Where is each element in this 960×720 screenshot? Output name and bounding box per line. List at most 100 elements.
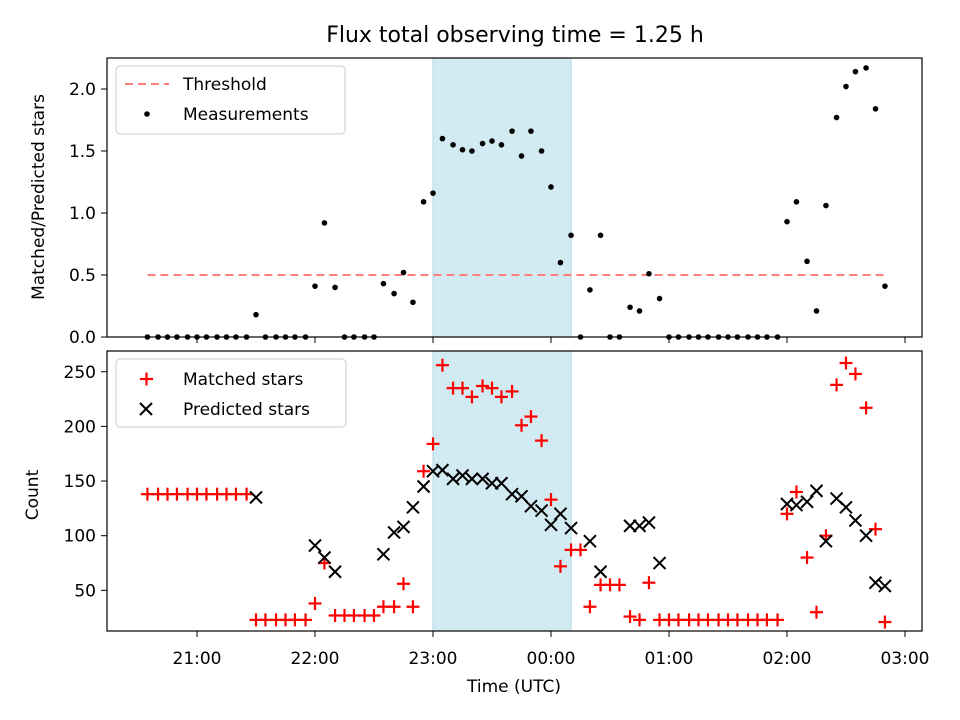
predicted-stars-point	[494, 476, 509, 490]
matched-stars-point	[417, 464, 431, 478]
matched-stars-point	[299, 613, 313, 627]
measurement-point	[469, 148, 475, 154]
measurement-point	[813, 308, 820, 314]
predicted-stars-point	[878, 579, 892, 593]
matched-stars-point	[780, 507, 794, 521]
matched-stars-point	[859, 401, 873, 415]
predicted-stars-point	[534, 503, 549, 518]
predicted-stars-point	[593, 565, 608, 579]
matched-stars-point	[387, 600, 401, 614]
measurement-point	[518, 153, 525, 159]
predicted-stars-point	[376, 547, 391, 561]
predicted-stars-point	[475, 472, 490, 486]
measurement-point	[420, 199, 427, 205]
predicted-stars-point	[446, 472, 460, 486]
y-tick-label: 0.0	[69, 328, 96, 348]
predicted-stars-point	[435, 463, 450, 477]
measurement-point	[430, 190, 436, 196]
matched-stars-point	[456, 381, 469, 395]
matched-stars-point	[544, 493, 558, 507]
measurement-point	[253, 311, 259, 318]
predicted-stars-point	[632, 519, 647, 533]
y-axis-label: Matched/Predicted stars	[29, 94, 49, 300]
matched-stars-point	[494, 390, 508, 404]
predicted-stars-point	[564, 521, 578, 535]
measurement-point	[872, 106, 879, 112]
measurement-point	[852, 68, 859, 75]
count-panel: 50 100 150 200 250 21:00 22:00 23:00 00:00 01:00 0…	[23, 350, 930, 697]
predicted-stars-point	[524, 499, 538, 513]
measurement-point	[557, 259, 564, 266]
matched-stars-point	[240, 487, 254, 501]
y-tick-label: 150	[64, 472, 96, 492]
predicted-stars-point	[387, 525, 401, 540]
matched-stars-legend-swatch	[140, 372, 153, 386]
measurement-point	[509, 128, 515, 134]
predicted-stars-point	[848, 513, 863, 528]
matched-stars-point	[623, 610, 637, 624]
ratio-panel: 0.00.51.01.52.0 Matched/Predicted stars …	[29, 57, 923, 348]
observing-window-shade	[433, 58, 572, 337]
x-tick-label: 22:00	[291, 649, 340, 669]
predicted-stars-point	[868, 575, 883, 590]
y-tick-label: 50	[74, 581, 96, 601]
predicted-stars-point	[455, 468, 470, 483]
legend-label: Predicted stars	[183, 400, 310, 420]
predicted-stars-point	[544, 518, 558, 532]
measurement-point	[656, 295, 663, 302]
matched-stars-point	[465, 390, 479, 404]
measurement-point	[498, 142, 505, 148]
x-tick-label: 03:00	[881, 649, 930, 669]
legend-label: Threshold	[182, 75, 267, 95]
matched-stars-point	[642, 576, 656, 590]
measurement-point	[410, 299, 416, 306]
legend: Matched stars Predicted stars	[115, 358, 347, 428]
measurement-point	[450, 142, 456, 148]
predicted-stars-legend-swatch	[139, 402, 153, 416]
predicted-stars-point	[406, 500, 420, 514]
measurement-point	[538, 148, 545, 154]
matched-stars-point	[771, 613, 785, 627]
measurement-point	[459, 146, 466, 153]
measurement-point	[568, 232, 574, 239]
predicted-stars-point	[416, 479, 431, 494]
plot-frame	[106, 57, 923, 338]
y-axis-label: Count	[23, 469, 43, 520]
measurement-point	[804, 258, 810, 265]
predicted-stars-point	[583, 534, 597, 548]
legend: Threshold Measurements	[115, 65, 346, 135]
y-tick-label: 100	[64, 527, 96, 547]
legend-label: Measurements	[183, 105, 309, 125]
matched-stars-point	[524, 410, 538, 424]
measurement-point	[843, 83, 849, 90]
x-tick-label: 01:00	[645, 649, 694, 669]
matched-stars-point	[810, 605, 823, 619]
measurement-point	[391, 290, 397, 297]
matched-stars-point	[515, 418, 528, 432]
matched-stars-point	[406, 600, 420, 614]
matched-stars-point	[505, 384, 519, 398]
matched-stars-point	[308, 596, 322, 610]
y-tick-label: 200	[64, 417, 96, 437]
measurement-point	[528, 128, 534, 134]
measurement-point	[321, 220, 328, 226]
measurement-point	[587, 287, 593, 293]
chart-title: Flux total observing time = 1.25 h	[326, 23, 704, 48]
measurement-point	[380, 280, 387, 287]
measurement-point	[646, 270, 652, 277]
predicted-stars-point	[642, 515, 656, 530]
matched-stars-point	[789, 485, 803, 499]
predicted-stars-point	[839, 500, 853, 514]
matched-stars-point	[848, 367, 862, 381]
matched-stars-point	[435, 358, 449, 372]
predicted-stars-point	[652, 556, 667, 570]
measurement-point	[833, 114, 840, 121]
predicted-stars-point	[623, 519, 637, 533]
matched-stars-point	[633, 613, 646, 627]
predicted-stars-point	[328, 565, 342, 579]
x-tick-label: 21:00	[173, 649, 222, 669]
predicted-stars-point	[809, 484, 824, 498]
matched-stars-point	[485, 381, 499, 395]
matched-stars-point	[426, 437, 440, 451]
